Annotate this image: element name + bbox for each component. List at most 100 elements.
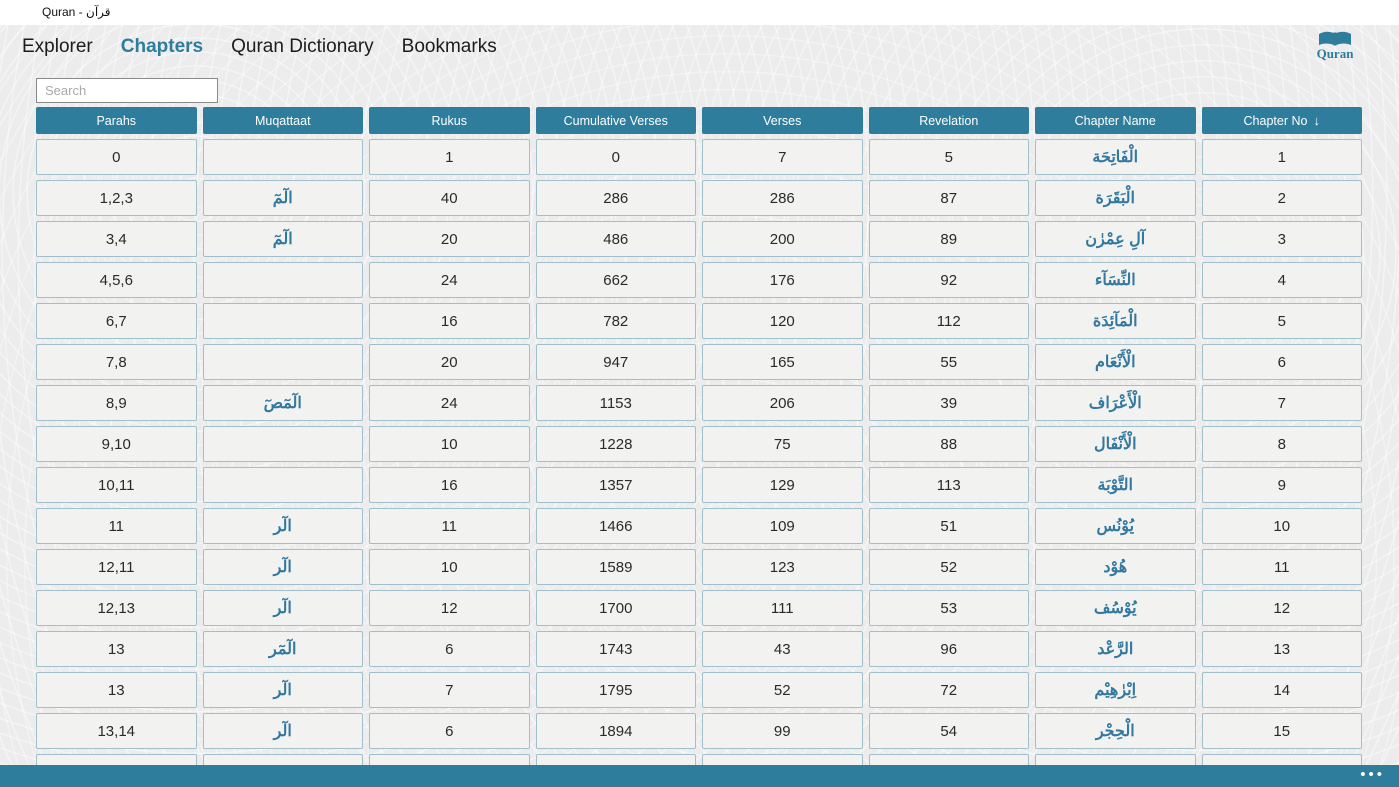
- table-cell[interactable]: الٓمٓصٓ: [202, 385, 363, 421]
- table-cell[interactable]: 72: [868, 672, 1029, 708]
- table-cell[interactable]: 11: [369, 508, 530, 544]
- table-cell[interactable]: 113: [868, 467, 1029, 503]
- table-cell[interactable]: [1201, 754, 1362, 765]
- table-cell[interactable]: 123: [702, 549, 863, 585]
- table-cell[interactable]: 13,14: [36, 713, 197, 749]
- table-cell[interactable]: 99: [702, 713, 863, 749]
- table-cell[interactable]: 11: [1201, 549, 1362, 585]
- table-cell[interactable]: يُوْنُس: [1035, 508, 1196, 544]
- table-cell[interactable]: 12,11: [36, 549, 197, 585]
- table-cell[interactable]: 13: [36, 672, 197, 708]
- table-cell[interactable]: 39: [868, 385, 1029, 421]
- table-cell[interactable]: 10: [369, 549, 530, 585]
- table-cell[interactable]: [535, 754, 696, 765]
- table-cell[interactable]: الْأَنْعَام: [1035, 344, 1196, 380]
- table-cell[interactable]: الٓر: [202, 590, 363, 626]
- table-cell[interactable]: 1743: [535, 631, 696, 667]
- table-cell[interactable]: الٓمٓ: [202, 221, 363, 257]
- table-cell[interactable]: الْمَآئِدَة: [1035, 303, 1196, 339]
- table-cell[interactable]: 88: [868, 426, 1029, 462]
- table-cell[interactable]: 10: [1201, 508, 1362, 544]
- column-header-revelation[interactable]: Revelation: [868, 107, 1029, 134]
- table-cell[interactable]: 20: [369, 221, 530, 257]
- table-cell[interactable]: 4,5,6: [36, 262, 197, 298]
- table-cell[interactable]: 9: [1201, 467, 1362, 503]
- table-cell[interactable]: 9,10: [36, 426, 197, 462]
- table-cell[interactable]: 6,7: [36, 303, 197, 339]
- column-header-chapter-name[interactable]: Chapter Name: [1035, 107, 1196, 134]
- table-cell[interactable]: 16: [369, 467, 530, 503]
- table-cell[interactable]: 75: [702, 426, 863, 462]
- table-cell[interactable]: 7: [1201, 385, 1362, 421]
- tab-chapters[interactable]: Chapters: [120, 36, 204, 57]
- table-cell[interactable]: 12: [1201, 590, 1362, 626]
- table-cell[interactable]: 0: [535, 139, 696, 175]
- table-cell[interactable]: الرَّعْد: [1035, 631, 1196, 667]
- table-cell[interactable]: الٓر: [202, 672, 363, 708]
- table-cell[interactable]: يُوْسُف: [1035, 590, 1196, 626]
- table-cell[interactable]: 486: [535, 221, 696, 257]
- more-ellipsis-button[interactable]: •••: [1360, 766, 1385, 783]
- table-cell[interactable]: 1894: [535, 713, 696, 749]
- table-cell[interactable]: 24: [369, 262, 530, 298]
- table-cell[interactable]: 286: [535, 180, 696, 216]
- table-cell[interactable]: 7: [702, 139, 863, 175]
- table-cell[interactable]: 14: [1201, 672, 1362, 708]
- table-cell[interactable]: 96: [868, 631, 1029, 667]
- table-cell[interactable]: 4: [1201, 262, 1362, 298]
- table-cell[interactable]: 53: [868, 590, 1029, 626]
- tab-quran-dictionary[interactable]: Quran Dictionary: [231, 36, 374, 57]
- table-cell[interactable]: الْبَقَرَة: [1035, 180, 1196, 216]
- column-header-verses[interactable]: Verses: [702, 107, 863, 134]
- table-cell[interactable]: 3: [1201, 221, 1362, 257]
- table-cell[interactable]: 206: [702, 385, 863, 421]
- table-cell[interactable]: 6: [369, 631, 530, 667]
- table-cell[interactable]: 12,13: [36, 590, 197, 626]
- table-cell[interactable]: الٓمٓ: [202, 180, 363, 216]
- table-cell[interactable]: [202, 344, 363, 380]
- tab-bookmarks[interactable]: Bookmarks: [401, 36, 497, 57]
- table-cell[interactable]: 782: [535, 303, 696, 339]
- table-cell[interactable]: 120: [702, 303, 863, 339]
- table-cell[interactable]: [202, 426, 363, 462]
- table-cell[interactable]: الْفَاتِحَة: [1035, 139, 1196, 175]
- table-cell[interactable]: 6: [1201, 344, 1362, 380]
- column-header-parahs[interactable]: Parahs: [36, 107, 197, 134]
- table-cell[interactable]: النِّسَآء: [1035, 262, 1196, 298]
- table-cell[interactable]: 10,11: [36, 467, 197, 503]
- column-header-muqattaat[interactable]: Muqattaat: [202, 107, 363, 134]
- table-cell[interactable]: 54: [868, 713, 1029, 749]
- table-cell[interactable]: 176: [702, 262, 863, 298]
- table-cell[interactable]: 1228: [535, 426, 696, 462]
- table-cell[interactable]: الٓر: [202, 549, 363, 585]
- table-cell[interactable]: 7: [369, 672, 530, 708]
- table-cell[interactable]: هُوْد: [1035, 549, 1196, 585]
- table-cell[interactable]: 11: [36, 508, 197, 544]
- table-cell[interactable]: 10: [369, 426, 530, 462]
- table-cell[interactable]: [369, 754, 530, 765]
- table-cell[interactable]: 12: [369, 590, 530, 626]
- table-cell[interactable]: 92: [868, 262, 1029, 298]
- table-cell[interactable]: 947: [535, 344, 696, 380]
- table-cell[interactable]: 51: [868, 508, 1029, 544]
- table-cell[interactable]: 55: [868, 344, 1029, 380]
- table-cell[interactable]: 8,9: [36, 385, 197, 421]
- table-cell[interactable]: 8: [1201, 426, 1362, 462]
- table-cell[interactable]: التَّوْبَة: [1035, 467, 1196, 503]
- search-input[interactable]: [36, 78, 218, 103]
- table-cell[interactable]: 16: [369, 303, 530, 339]
- table-cell[interactable]: 200: [702, 221, 863, 257]
- table-cell[interactable]: 5: [1201, 303, 1362, 339]
- table-cell[interactable]: 1795: [535, 672, 696, 708]
- table-cell[interactable]: [702, 754, 863, 765]
- table-cell[interactable]: 1: [1201, 139, 1362, 175]
- table-cell[interactable]: 1153: [535, 385, 696, 421]
- table-cell[interactable]: الٓر: [202, 508, 363, 544]
- table-cell[interactable]: 111: [702, 590, 863, 626]
- table-cell[interactable]: اِبْرٰهِيْم: [1035, 672, 1196, 708]
- table-cell[interactable]: 2: [1201, 180, 1362, 216]
- table-cell[interactable]: 43: [702, 631, 863, 667]
- table-cell[interactable]: الٓر: [202, 713, 363, 749]
- table-cell[interactable]: [202, 262, 363, 298]
- table-cell[interactable]: 89: [868, 221, 1029, 257]
